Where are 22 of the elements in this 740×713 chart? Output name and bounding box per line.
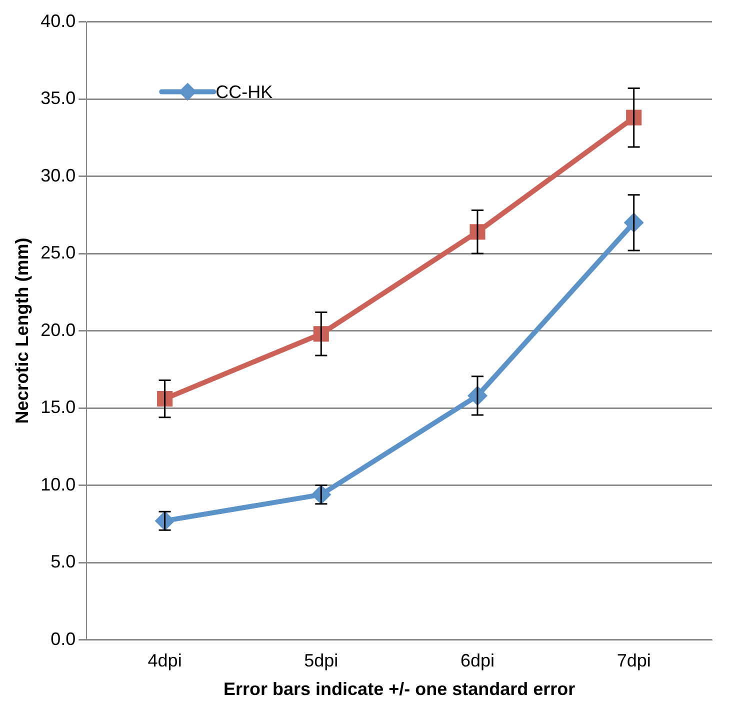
x-axis-title: Error bars indicate +/- one standard error bbox=[224, 679, 576, 700]
point bbox=[470, 224, 486, 240]
x-tick-label: 7dpi bbox=[616, 650, 651, 671]
y-tick-label: 25.0 bbox=[40, 242, 76, 263]
x-tick-label: 4dpi bbox=[148, 650, 182, 671]
point bbox=[154, 510, 175, 531]
y-tick-label: 5.0 bbox=[50, 552, 76, 572]
y-tick-label: 15.0 bbox=[40, 397, 76, 418]
y-axis-title: Necrotic Length (mm) bbox=[12, 238, 32, 424]
point bbox=[311, 484, 332, 505]
point bbox=[626, 110, 642, 126]
y-tick-label: 10.0 bbox=[40, 474, 76, 494]
x-tick-label: 6dpi bbox=[460, 650, 495, 671]
y-tick-label: 40.0 bbox=[40, 10, 76, 31]
legend-label: CC-HK bbox=[216, 82, 273, 102]
y-tick-label: 30.0 bbox=[40, 165, 76, 186]
x-tick-label: 5dpi bbox=[304, 650, 338, 671]
y-tick-label: 35.0 bbox=[40, 88, 76, 108]
point bbox=[157, 391, 173, 407]
point bbox=[313, 326, 329, 342]
y-tick-label: 0.0 bbox=[50, 628, 76, 649]
y-tick-label: 20.0 bbox=[40, 320, 76, 340]
